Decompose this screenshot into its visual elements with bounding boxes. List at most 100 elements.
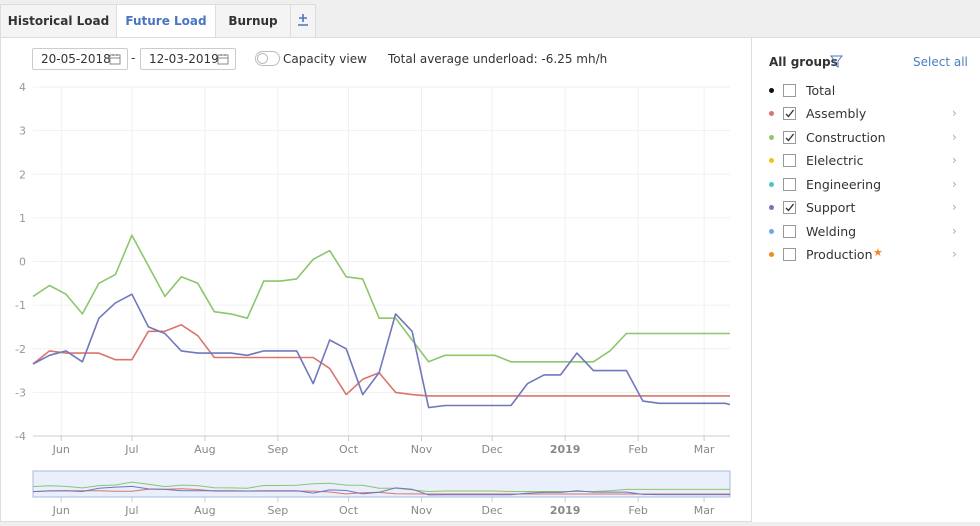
group-name: Support [806,200,856,215]
navigator-tick-label: Mar [694,504,715,517]
checkbox[interactable] [783,178,796,191]
summary: Total average underload: -6.25 mh/h [388,52,608,66]
group-name: Welding [806,224,857,239]
navigator-tick-label: Dec [482,504,503,517]
group-row[interactable]: Elelectric › [766,151,966,171]
y-tick-label: 0 [19,256,26,269]
date-text: 20-05-2018 [41,52,111,66]
series-line [32,293,731,409]
y-tick-label: 3 [19,125,26,138]
date-to[interactable]: 12-03-2019 [140,48,236,70]
navigator-line [32,485,731,496]
group-name: Total [806,83,836,98]
group-dot [769,182,774,187]
checkbox[interactable] [783,84,796,97]
date-separator: - [131,51,136,65]
navigator-tick-label: Oct [339,504,359,517]
navigator-tick-label: 2019 [550,504,581,517]
toggle-knob [257,53,268,64]
group-name: Elelectric [806,153,864,168]
date-text: 12-03-2019 [149,52,219,66]
sidebar-title: All groups [769,55,838,69]
chevron: › [952,224,957,238]
navigator-tick-label: Sep [268,504,289,517]
checkbox[interactable] [783,131,796,144]
navigator-tick-label: Aug [194,504,215,517]
chart-panel [0,37,752,522]
select-all[interactable]: Select all [913,55,968,69]
group-row[interactable]: Assembly › [766,104,966,124]
group-row[interactable]: Production ★ › [766,245,966,265]
add-tab[interactable] [290,4,316,37]
navigator-tick-label: Feb [628,504,647,517]
group-dot [769,229,774,234]
x-tick-label: 2019 [550,443,581,456]
series-line [32,234,730,363]
y-tick-label: -4 [15,430,26,443]
checkbox[interactable] [783,107,796,120]
calendar-icon [217,54,229,65]
group-dot [769,111,774,116]
star-icon: ★ [873,246,883,259]
chevron: › [952,247,957,261]
y-tick-label: -1 [15,299,26,312]
group-dot [769,88,774,93]
x-tick-label: Jun [52,443,70,456]
checkbox[interactable] [783,201,796,214]
group-name: Production [806,247,873,262]
x-tick-label: Oct [339,443,359,456]
check-mark [785,203,795,212]
x-tick-label: Sep [268,443,289,456]
group-name: Construction [806,130,886,145]
add-icon [298,14,308,26]
x-tick-label: Jul [124,443,138,456]
checkbox[interactable] [783,248,796,261]
group-dot [769,252,774,257]
x-tick-label: Nov [411,443,433,456]
y-tick-label: 1 [19,212,26,225]
toggle-label: Capacity view [283,52,367,66]
tab[interactable]: Historical Load [0,4,117,37]
toggle[interactable] [255,51,280,66]
chevron: › [952,106,957,120]
group-dot [769,135,774,140]
navigator-line [32,481,730,492]
tab[interactable]: Burnup [215,4,291,37]
x-tick-label: Aug [194,443,215,456]
navigator-tick-label: Nov [411,504,433,517]
group-name: Assembly [806,106,867,121]
chevron: › [952,153,957,167]
group-dot [769,158,774,163]
date-from[interactable]: 20-05-2018 [32,48,128,70]
y-tick-label: 2 [19,168,26,181]
tab[interactable]: Future Load [116,4,216,38]
checkbox[interactable] [783,225,796,238]
chevron: › [952,200,957,214]
group-name: Engineering [806,177,881,192]
check-mark [785,109,795,118]
navigator [32,470,731,498]
group-row[interactable]: Support › [766,198,966,218]
chevron: › [952,177,957,191]
navigator-tick-label: Jul [124,504,138,517]
group-row[interactable]: Welding › [766,222,966,242]
y-tick-label: -3 [15,386,26,399]
check-mark [785,133,795,142]
x-tick-label: Mar [694,443,715,456]
x-tick-label: Feb [628,443,647,456]
chart: 4 3 2 1 0 -1 -2 -3 -4 Jun Jun Jul Jul Aug Aug Sep Sep Oct… [15,81,731,517]
calendar-icon [109,54,121,65]
series-line [32,324,730,397]
chevron: › [952,130,957,144]
navigator-tick-label: Jun [52,504,70,517]
checkbox[interactable] [783,154,796,167]
y-tick-label: -2 [15,343,26,356]
x-tick-label: Dec [482,443,503,456]
group-row[interactable]: Total [766,81,966,101]
y-tick-label: 4 [19,81,26,94]
group-row[interactable]: Construction › [766,128,966,148]
filter-icon[interactable] [830,55,843,68]
group-row[interactable]: Engineering › [766,175,966,195]
group-dot [769,205,774,210]
